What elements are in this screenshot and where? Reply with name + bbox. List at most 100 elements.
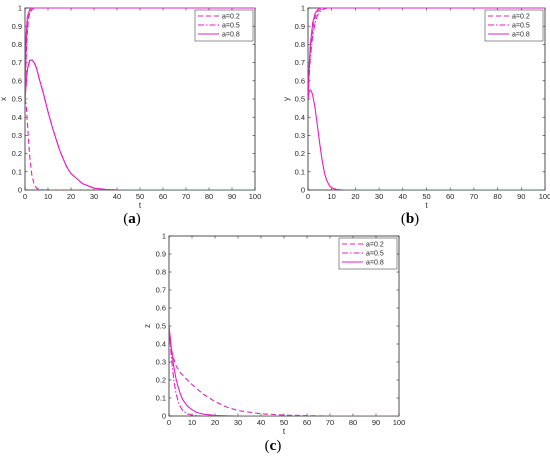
y-tick-label: 0.3: [295, 131, 305, 140]
chart-c-svg: 0 10 20 30 40 50 60 70 80 90 100 0 0.1 0.2 0.3 0.4 0.5 0.…: [143, 232, 406, 436]
x-axis-label: t: [283, 427, 286, 436]
y-tick-label: 0.7: [156, 286, 166, 295]
y-tick-label: 0.8: [295, 40, 305, 49]
y-tick-label: 1: [301, 4, 305, 13]
y-tick-label: 0.9: [295, 22, 305, 31]
legend-entry-label: a=0.5: [222, 23, 240, 30]
x-tick-label: 10: [188, 418, 196, 427]
y-tick-label: 0.1: [12, 167, 22, 176]
y-tick-label: 0.6: [12, 76, 22, 85]
y-tick-label: 0.2: [156, 376, 166, 385]
y-tick-label: 0.4: [295, 113, 305, 122]
x-tick-label: 70: [470, 192, 478, 201]
series-line-dashdot: [169, 325, 399, 416]
legend-entry-label: a=0.8: [512, 32, 530, 39]
legend: a=0.2 a=0.5 a=0.8: [338, 237, 398, 270]
y-tick-label: 0.6: [156, 304, 166, 313]
legend: a=0.2 a=0.5 a=0.8: [484, 9, 544, 42]
y-tick-label: 0.3: [12, 131, 22, 140]
series-line-solid: [25, 59, 255, 190]
x-tick-label: 30: [375, 192, 383, 201]
y-axis-label: y: [282, 97, 291, 101]
y-tick-label: 0.8: [156, 268, 166, 277]
x-tick-label: 90: [517, 192, 525, 201]
y-tick-label: 0.5: [12, 95, 22, 104]
legend-entry-label: a=0.8: [222, 32, 240, 39]
y-tick-label: 0.9: [156, 250, 166, 259]
x-tick-label: 60: [303, 418, 311, 427]
x-tick-label: 30: [234, 418, 242, 427]
y-tick-label: 0: [301, 186, 305, 195]
series-line-solid: [308, 7, 545, 100]
x-tick-label: 100: [393, 418, 406, 427]
x-tick-label: 10: [44, 192, 52, 201]
x-tick-label: 70: [182, 192, 190, 201]
chart-b-svg: 0 10 20 30 40 50 60 70 80 90 100 0 0.1 0.2 0.3 0.4 0.5 0.…: [282, 4, 550, 210]
legend-entry-label: a=0.2: [512, 14, 530, 21]
x-tick-label: 0: [167, 418, 171, 427]
x-tick-label: 50: [136, 192, 144, 201]
x-tick-label: 100: [249, 192, 262, 201]
x-tick-label: 100: [539, 192, 550, 201]
x-tick-label: 90: [228, 192, 236, 201]
legend-box: [338, 237, 398, 270]
y-tick-label: 0.9: [12, 22, 22, 31]
y-tick-label: 0.5: [156, 322, 166, 331]
x-tick-label: 20: [67, 192, 75, 201]
series-line-solid: [169, 325, 399, 416]
legend: a=0.2 a=0.5 a=0.8: [194, 9, 254, 42]
y-tick-label: 0.7: [295, 58, 305, 67]
y-tick-label: 0.8: [12, 40, 22, 49]
legend-entry-label: a=0.5: [512, 23, 530, 30]
y-tick-label: 0.7: [12, 58, 22, 67]
x-tick-label: 70: [326, 418, 334, 427]
x-tick-label: 30: [90, 192, 98, 201]
y-axis-label: x: [0, 97, 8, 101]
x-tick-label: 80: [493, 192, 501, 201]
legend-entry-label: a=0.8: [366, 260, 384, 267]
y-tick-label: 0.3: [156, 358, 166, 367]
y-tick-label: 0.2: [295, 149, 305, 158]
legend-entry-label: a=0.2: [366, 242, 384, 249]
y-tick-label: 1: [162, 232, 166, 241]
chart-panel-a: 0 10 20 30 40 50 60 70 80 90 100 0 0.1 0.2 0.3 0.4 0.5 0.…: [0, 0, 270, 210]
y-tick-label: 0.6: [295, 76, 305, 85]
x-tick-label: 40: [399, 192, 407, 201]
x-tick-label: 20: [351, 192, 359, 201]
x-tick-label: 10: [328, 192, 336, 201]
x-tick-label: 50: [422, 192, 430, 201]
chart-panel-c: 0 10 20 30 40 50 60 70 80 90 100 0 0.1 0.2 0.3 0.4 0.5 0.…: [142, 228, 412, 438]
y-tick-label: 0.5: [295, 95, 305, 104]
panel-label-a: (a): [123, 211, 141, 227]
x-tick-label: 60: [446, 192, 454, 201]
x-axis-label: t: [139, 201, 142, 210]
y-axis-label: z: [143, 324, 152, 328]
chart-panel-b: 0 10 20 30 40 50 60 70 80 90 100 0 0.1 0.2 0.3 0.4 0.5 0.…: [282, 0, 550, 210]
y-tick-label: 0.4: [156, 340, 166, 349]
panel-label-c: (c): [264, 438, 282, 454]
y-tick-label: 0.4: [12, 113, 22, 122]
series-line-dashed: [25, 98, 255, 190]
series-line-solid: [25, 7, 255, 100]
x-tick-label: 80: [205, 192, 213, 201]
y-tick-label: 0: [162, 412, 166, 421]
legend-box: [194, 9, 254, 42]
panel-letter: a: [128, 211, 136, 227]
y-tick-label: 0.1: [295, 167, 305, 176]
legend-box: [484, 9, 544, 42]
panel-letter: c: [269, 438, 277, 454]
x-tick-label: 40: [257, 418, 265, 427]
y-tick-label: 0: [18, 186, 22, 195]
series-line-dashed: [169, 325, 399, 416]
legend-entry-label: a=0.5: [366, 251, 384, 258]
panel-letter: b: [405, 211, 415, 227]
x-tick-label: 0: [306, 192, 310, 201]
x-tick-label: 40: [113, 192, 121, 201]
chart-a-svg: 0 10 20 30 40 50 60 70 80 90 100 0 0.1 0.2 0.3 0.4 0.5 0.…: [0, 4, 262, 210]
x-axis-label: t: [425, 201, 428, 210]
panel-label-b: (b): [400, 211, 420, 227]
series-line-dashdot: [308, 7, 545, 100]
legend-entry-label: a=0.2: [222, 14, 240, 21]
x-tick-label: 50: [280, 418, 288, 427]
x-tick-label: 80: [349, 418, 357, 427]
